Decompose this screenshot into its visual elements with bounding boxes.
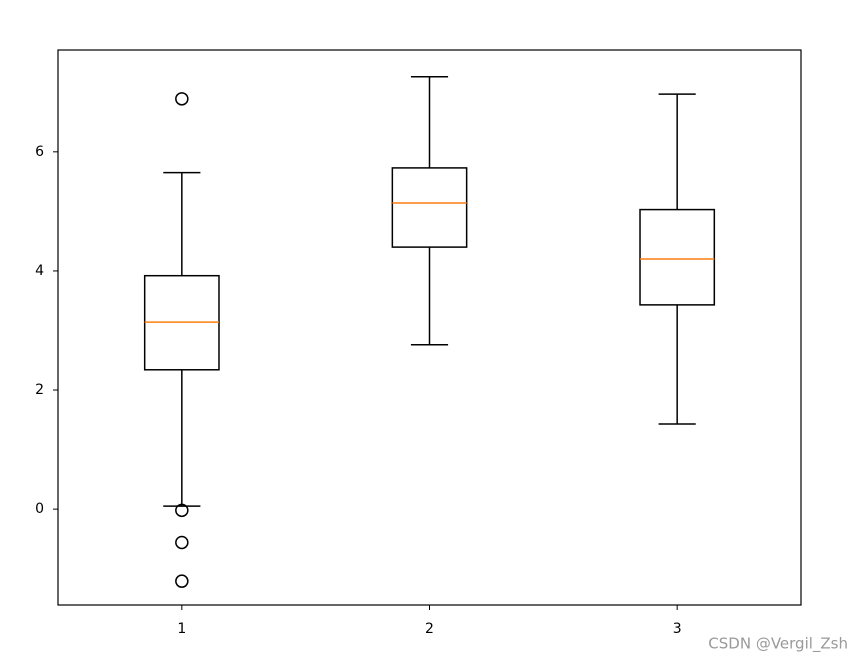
y-tick-label: 0 <box>35 501 44 517</box>
x-tick-label: 3 <box>673 621 682 637</box>
flier <box>175 535 189 550</box>
x-tick-label: 2 <box>425 621 434 637</box>
y-tick-label: 4 <box>35 263 44 279</box>
box <box>391 167 468 248</box>
flier <box>175 574 189 588</box>
flier <box>175 503 189 518</box>
box <box>639 208 716 306</box>
watermark: CSDN @Vergil_Zsh <box>708 635 848 654</box>
flier <box>175 92 189 106</box>
x-tick-label: 1 <box>177 621 186 637</box>
y-tick-label: 2 <box>35 382 44 398</box>
y-tick-label: 6 <box>35 144 44 160</box>
